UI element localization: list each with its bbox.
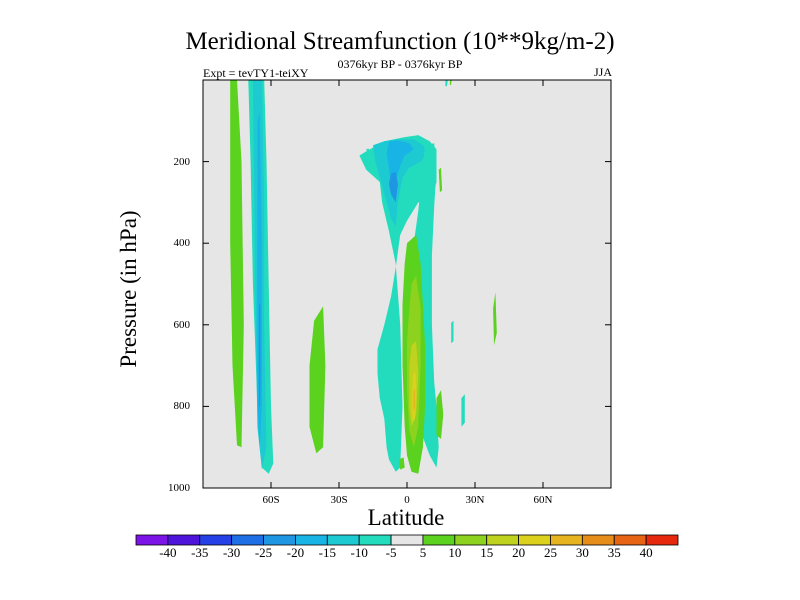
x-axis-title: Latitude [367,505,445,530]
x-tick-label: 0 [404,494,410,506]
colorbar-label: -35 [191,545,209,560]
colorbar-swatch-3 [231,534,264,546]
y-tick-label: 600 [173,318,191,331]
colorbar-swatch-1 [167,534,201,546]
colorbar-swatch-2 [199,534,233,546]
colorbar-swatch-11 [486,534,519,546]
x-tick-label: 60S [262,494,280,506]
colorbar-swatch-10 [454,534,488,546]
colorbar-label: 25 [543,545,557,560]
contour-region-23 [399,457,405,470]
colorbar-swatch-5 [295,534,328,546]
chart-title: Meridional Streamfunction (10**9kg/m-2) [185,28,615,55]
colorbar-label: 5 [419,545,427,560]
season-label: JJA [593,65,612,79]
contour-region-19 [366,148,371,156]
contour-region-5 [309,306,326,454]
contour-region-15 [413,389,416,413]
contour-region-16 [436,390,444,439]
y-tick-label: 400 [173,237,191,250]
contour-region-6 [359,135,437,472]
colorbar-swatch-4 [263,534,296,546]
colorbar-label: 35 [607,545,621,560]
colorbar-swatch-9 [422,534,456,546]
contour-region-20 [445,80,448,87]
colorbar-label: 15 [480,545,494,560]
colorbar-swatch-15 [613,534,647,546]
contour-region-4 [258,304,261,407]
contour-region-22 [493,292,497,346]
contour-region-18 [451,320,454,344]
contour-regions [230,80,497,474]
colorbar-label: -15 [318,545,336,560]
colorbar-swatch-6 [326,534,360,546]
colorbar-label: 20 [512,545,526,560]
contour-region-21 [449,80,452,85]
colorbar-swatch-12 [518,534,551,546]
colorbar-label: -30 [222,545,241,560]
colorbar-label: 10 [448,545,462,560]
x-tick-label: 60N [533,494,553,506]
contour-region-9 [388,171,398,203]
colorbar-label: 40 [639,545,653,560]
contour-region-17 [438,167,443,193]
x-tick-label: 30N [465,494,485,506]
y-tick-label: 1000 [168,482,190,494]
colorbar-swatch-0 [135,534,169,546]
experiment-label: Expt = tevTY1-teiXY [203,66,309,80]
colorbar-swatch-7 [358,534,392,546]
colorbar-label: -5 [385,545,397,560]
colorbar-swatch-13 [550,534,583,546]
y-tick-label: 800 [173,400,191,413]
colorbar-label: -20 [286,545,305,560]
period-label: 0376kyr BP - 0376kyr BP [337,57,463,71]
colorbar-label: -10 [350,545,368,560]
colorbar-swatch-16 [645,534,679,546]
contour-region-0 [230,80,244,448]
contour-region-3 [257,112,262,448]
colorbar-swatch-14 [581,534,615,546]
colorbar-swatch-8 [390,534,424,546]
colorbar-label: -25 [254,545,273,560]
contour-region-24 [461,394,465,427]
contour-region-7 [373,139,428,227]
x-tick-label: 30S [330,494,348,506]
y-tick-label: 200 [173,155,191,168]
colorbar [135,534,679,546]
colorbar-label: -40 [159,545,177,560]
colorbar-label: 30 [575,545,589,560]
axis-ticks [203,80,611,489]
